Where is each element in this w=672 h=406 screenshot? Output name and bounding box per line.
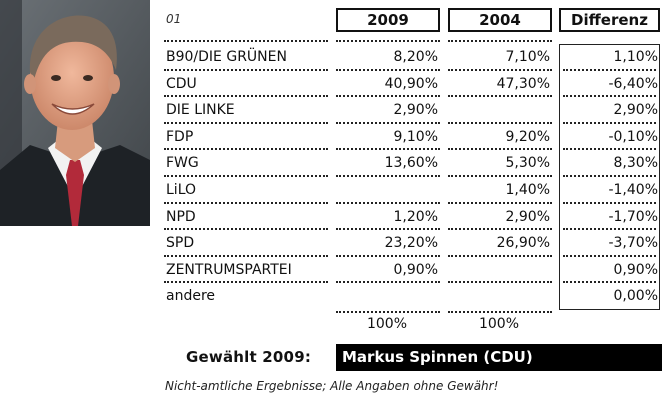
party-name: DIE LINKE (166, 102, 235, 119)
value-2004: 1,40% (505, 182, 550, 198)
value-difference: -6,40% (608, 75, 658, 92)
value-2009: 2,90% (393, 102, 438, 119)
difference-column-box (559, 44, 660, 310)
table-row: CDU 40,90% 47,30% -6,40% (164, 71, 672, 97)
table-row: andere 0,00% (164, 283, 672, 309)
party-name: CDU (166, 75, 197, 92)
party-name: FWG (166, 155, 199, 172)
value-2004 (448, 257, 550, 283)
value-2009: 0,90% (393, 261, 438, 278)
party-name: NPD (166, 208, 196, 225)
total-2004: 100% (478, 316, 520, 332)
value-difference: -1,40% (608, 182, 658, 198)
table-row: B90/DIE GRÜNEN 8,20% 7,10% 1,10% (164, 44, 672, 70)
value-2009: 13,60% (384, 155, 438, 172)
results-table: 01 2009 2004 Differenz B90/DIE GRÜNEN 8,2… (164, 0, 672, 340)
value-2004 (448, 283, 550, 309)
disclaimer-note: Nicht-amtliche Ergebnisse; Alle Angaben … (165, 379, 499, 393)
value-2004 (448, 97, 550, 123)
value-difference: 8,30% (613, 155, 658, 172)
table-row: SPD 23,20% 26,90% -3,70% (164, 230, 672, 256)
candidate-portrait (0, 0, 150, 226)
value-2009 (336, 283, 438, 309)
totals-row: 100% 100% (164, 312, 672, 336)
value-difference: -3,70% (608, 235, 658, 252)
value-2004: 5,30% (505, 155, 550, 172)
table-row: FDP 9,10% 9,20% -0,10% (164, 124, 672, 150)
party-name: LiLO (166, 182, 197, 198)
value-2004: 26,90% (496, 235, 550, 252)
table-row: FWG 13,60% 5,30% 8,30% (164, 150, 672, 176)
value-2004: 7,10% (505, 49, 550, 65)
value-2009: 1,20% (393, 208, 438, 225)
value-2009: 23,20% (384, 235, 438, 252)
table-index-label: 01 (166, 12, 182, 26)
value-difference: -0,10% (608, 128, 658, 145)
value-2004: 47,30% (496, 75, 550, 92)
total-2009: 100% (366, 316, 408, 332)
elected-candidate: Markus Spinnen (CDU) (336, 344, 662, 371)
header-difference: Differenz (559, 8, 660, 32)
party-name: FDP (166, 128, 194, 145)
value-2004: 9,20% (505, 128, 550, 145)
value-difference: -1,70% (608, 208, 658, 225)
table-row: LiLO 1,40% -1,40% (164, 177, 672, 203)
table-row: ZENTRUMSPARTEI 0,90% 0,90% (164, 257, 672, 283)
value-2009: 40,90% (384, 75, 438, 92)
party-name: SPD (166, 235, 195, 252)
value-difference: 1,10% (613, 49, 658, 65)
value-difference: 0,90% (613, 261, 658, 278)
value-2009 (336, 177, 438, 203)
value-difference: 2,90% (613, 102, 658, 119)
header-2009: 2009 (336, 8, 440, 32)
value-difference: 0,00% (613, 288, 658, 305)
elected-label: Gewählt 2009: (186, 348, 312, 366)
value-2004: 2,90% (505, 208, 550, 225)
table-row: DIE LINKE 2,90% 2,90% (164, 97, 672, 123)
header-2004: 2004 (448, 8, 552, 32)
party-name: andere (166, 288, 216, 305)
table-row: NPD 1,20% 2,90% -1,70% (164, 204, 672, 230)
party-name: ZENTRUMSPARTEI (166, 261, 292, 278)
party-name: B90/DIE GRÜNEN (166, 49, 287, 65)
value-2009: 9,10% (393, 128, 438, 145)
value-2009: 8,20% (393, 49, 438, 65)
